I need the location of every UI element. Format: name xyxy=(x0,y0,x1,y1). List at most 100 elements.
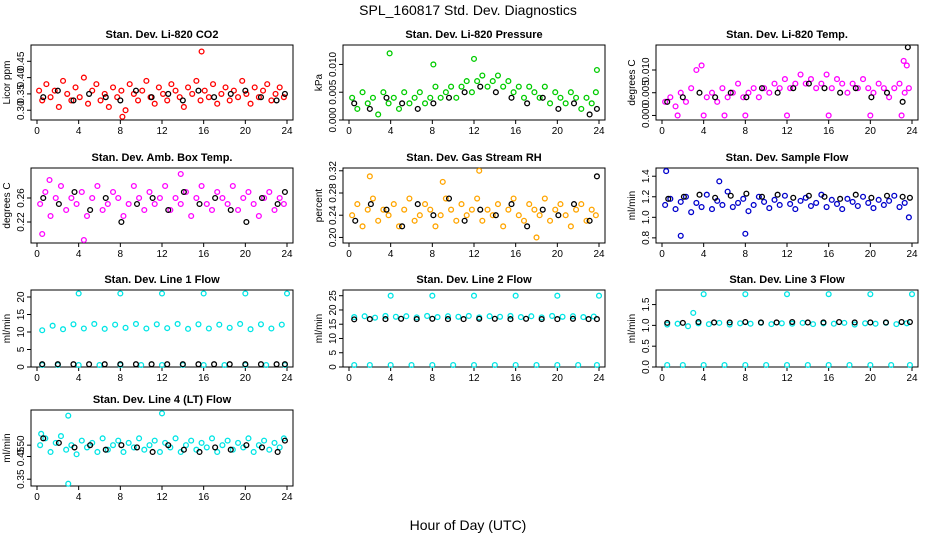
data-point-series-1 xyxy=(512,361,519,369)
data-point-series-1 xyxy=(507,312,514,320)
data-point-series-1 xyxy=(510,89,517,96)
data-point-series-1 xyxy=(575,361,582,369)
data-point-series-1 xyxy=(421,201,429,208)
data-point-series-1 xyxy=(243,90,250,97)
data-point-series-1 xyxy=(280,94,287,101)
x-tick-label: 0 xyxy=(346,126,352,137)
data-point-series-1 xyxy=(125,200,132,208)
data-point-series-1 xyxy=(261,194,268,202)
data-point-series-1 xyxy=(130,444,137,451)
data-point-series-1 xyxy=(809,321,817,328)
data-point-series-1 xyxy=(512,292,519,299)
data-point-series-1 xyxy=(823,71,830,78)
data-point-series-1 xyxy=(862,320,869,327)
data-point-series-1 xyxy=(726,321,733,328)
data-point-series-2 xyxy=(492,212,499,219)
data-point-series-1 xyxy=(520,94,528,101)
data-point-series-1 xyxy=(896,203,903,211)
data-point-series-1 xyxy=(721,112,728,119)
data-point-series-1 xyxy=(536,212,543,219)
data-point-series-1 xyxy=(439,178,446,185)
data-point-series-1 xyxy=(63,446,70,453)
data-point-series-1 xyxy=(51,87,58,94)
x-tick-label: 24 xyxy=(906,249,918,260)
data-point-series-2 xyxy=(399,100,406,107)
data-point-series-1 xyxy=(261,437,268,444)
data-point-series-2 xyxy=(476,315,483,322)
data-point-series-1 xyxy=(875,196,882,203)
data-point-series-1 xyxy=(188,437,195,444)
data-point-series-1 xyxy=(442,89,449,96)
data-point-series-2 xyxy=(695,318,702,326)
data-point-series-1 xyxy=(99,206,106,214)
x-tick-label: 20 xyxy=(240,249,252,260)
data-point-series-1 xyxy=(672,103,679,110)
data-point-series-2 xyxy=(101,361,108,368)
chart-title: Stan. Dev. Li-820 CO2 xyxy=(106,29,219,41)
chart-panel-1: Stan. Dev. Li-820 CO2 0 4 8 12 16 20 24 0.300.35… xyxy=(2,29,294,137)
data-point-series-1 xyxy=(708,89,716,96)
x-tick-label: 4 xyxy=(701,249,707,260)
data-point-series-2 xyxy=(180,188,187,196)
data-point-series-1 xyxy=(865,85,872,92)
data-point-series-1 xyxy=(771,196,778,203)
data-point-series-1 xyxy=(734,199,742,206)
data-point-series-1 xyxy=(745,208,752,215)
data-point-series-2 xyxy=(273,361,280,368)
x-tick-label: 8 xyxy=(118,249,124,260)
data-point-series-1 xyxy=(468,206,475,213)
data-point-series-2 xyxy=(281,90,288,97)
y-axis-label: ml/min xyxy=(627,314,638,343)
data-point-series-2 xyxy=(774,191,781,198)
data-point-series-1 xyxy=(750,201,757,209)
data-point-series-1 xyxy=(387,292,394,299)
data-point-series-1 xyxy=(272,90,279,97)
data-point-series-2 xyxy=(882,319,890,326)
x-tick-label: 20 xyxy=(865,249,877,260)
data-point-series-1 xyxy=(189,90,196,97)
data-point-series-1 xyxy=(515,212,522,219)
y-tick-label: 10 xyxy=(328,332,339,344)
data-point-series-1 xyxy=(593,66,600,74)
data-point-series-1 xyxy=(153,321,160,328)
chart-panel-7: Stan. Dev. Line 1 Flow 0 4 8 12 16 20 24 0 5 10 15 2… xyxy=(2,274,294,384)
chart-title: Stan. Dev. Li-820 Pressure xyxy=(405,29,542,41)
data-point-series-2 xyxy=(274,448,281,456)
data-point-series-1 xyxy=(64,90,71,97)
x-tick-label: 12 xyxy=(781,249,793,260)
data-point-series-1 xyxy=(172,435,179,442)
data-point-series-2 xyxy=(445,94,453,101)
data-point-series-2 xyxy=(852,191,859,198)
data-point-series-1 xyxy=(453,217,460,224)
data-point-series-1 xyxy=(500,83,507,90)
x-tick-label: 0 xyxy=(659,373,665,384)
data-point-series-1 xyxy=(65,480,72,487)
data-point-series-1 xyxy=(283,290,291,297)
data-point-series-1 xyxy=(364,206,371,213)
x-tick-label: 16 xyxy=(198,126,210,137)
data-point-series-1 xyxy=(114,94,121,101)
data-point-series-2 xyxy=(71,444,78,451)
data-point-series-1 xyxy=(59,77,67,84)
data-point-series-2 xyxy=(492,89,499,96)
x-tick-label: 0 xyxy=(34,373,40,384)
x-tick-label: 24 xyxy=(906,126,918,137)
data-point-series-1 xyxy=(143,325,150,332)
data-point-series-1 xyxy=(729,203,736,211)
x-tick-label: 24 xyxy=(281,249,293,260)
data-point-series-2 xyxy=(555,212,562,219)
y-axis-label: kPa xyxy=(314,73,325,91)
y-tick-label: 0.0 xyxy=(641,360,652,374)
data-point-series-1 xyxy=(541,83,548,90)
x-tick-label: 12 xyxy=(468,249,480,260)
data-point-series-2 xyxy=(758,193,766,200)
x-tick-label: 8 xyxy=(430,249,436,260)
x-tick-label: 8 xyxy=(430,126,436,137)
data-point-series-2 xyxy=(742,318,749,326)
data-point-series-1 xyxy=(554,292,561,299)
x-tick-label: 0 xyxy=(346,249,352,260)
data-point-series-2 xyxy=(837,89,844,96)
data-point-series-2 xyxy=(165,90,172,97)
data-point-series-2 xyxy=(711,319,718,326)
data-point-series-1 xyxy=(672,206,679,213)
